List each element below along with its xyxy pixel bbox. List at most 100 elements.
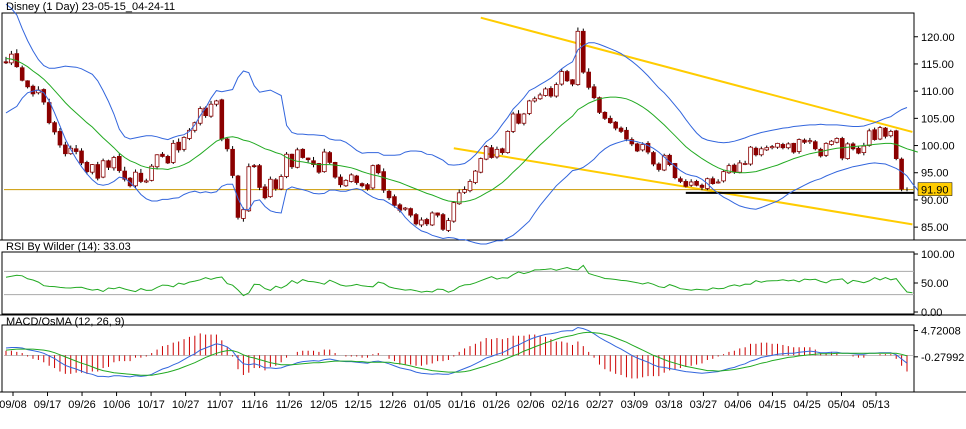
rsi-axis-label: 100.00 — [921, 249, 955, 261]
candle-down — [224, 138, 230, 150]
candle-down — [273, 179, 279, 189]
candle-up — [521, 113, 527, 124]
price-axis-label: 95.00 — [921, 168, 949, 180]
candle-down — [19, 67, 25, 81]
candle-down — [883, 127, 888, 137]
candle-down — [580, 30, 586, 73]
candle-down — [613, 121, 618, 129]
bollinger-middle-line — [5, 58, 918, 203]
candle-up — [537, 94, 543, 100]
candle-down — [160, 153, 165, 157]
candle-up — [467, 181, 473, 192]
date-axis-label: 12/05 — [310, 399, 338, 411]
date-axis-label: 11/16 — [241, 399, 268, 411]
candle-up — [575, 30, 581, 86]
date-axis-label: 02/16 — [552, 399, 580, 411]
trendline-lower — [453, 147, 913, 226]
candle-up — [446, 220, 451, 231]
candle-down — [106, 160, 111, 168]
candle-down — [392, 196, 397, 206]
candle-down — [375, 164, 381, 174]
candle-up — [268, 178, 273, 198]
candle-up — [451, 202, 457, 222]
candle-down — [516, 113, 521, 124]
candle-down — [251, 165, 257, 168]
candle-up — [494, 148, 500, 158]
candle-down — [856, 147, 861, 154]
candle-down — [46, 102, 52, 124]
candle-down — [3, 61, 9, 64]
candle-up — [143, 180, 149, 183]
candle-up — [419, 219, 424, 226]
candle-up — [402, 207, 408, 210]
candle-down — [95, 164, 101, 179]
macd-panel-title: MACD/OsMA (12, 26, 9) — [6, 316, 125, 328]
candle-down — [672, 163, 678, 179]
candle-down — [602, 111, 608, 119]
candle-down — [570, 79, 575, 85]
last-price-label-box — [917, 182, 953, 196]
candle-up — [554, 84, 559, 97]
candle-up — [370, 165, 376, 189]
candle-down — [57, 130, 63, 146]
candle-up — [527, 100, 532, 114]
price-axis-label: 110.00 — [921, 86, 954, 98]
price-axis-label: 115.00 — [921, 59, 954, 71]
candle-down — [52, 122, 57, 133]
price-axis-label: 105.00 — [921, 113, 955, 125]
candle-up — [456, 192, 462, 205]
candle-down — [338, 176, 343, 186]
date-axis-label: 11/26 — [276, 399, 303, 411]
candle-down — [624, 129, 629, 140]
candle-up — [343, 179, 349, 187]
candle-up — [640, 144, 645, 151]
candle-up — [100, 160, 106, 178]
candle-down — [25, 80, 30, 88]
candle-down — [645, 142, 651, 153]
candle-down — [359, 183, 365, 187]
candle-down — [413, 214, 419, 225]
date-axis-label: 10/17 — [137, 399, 165, 411]
candle-down — [629, 139, 635, 145]
candle-up — [478, 158, 484, 173]
candle-down — [899, 158, 904, 190]
candle-down — [634, 143, 640, 152]
candle-down — [694, 181, 699, 186]
rsi-axis-label: 50.00 — [921, 278, 949, 290]
candle-up — [214, 100, 219, 105]
candle-up — [90, 164, 95, 173]
candle-down — [780, 144, 786, 149]
candle-up — [133, 171, 138, 187]
candle-down — [305, 157, 311, 161]
candle-down — [354, 175, 359, 183]
candle-up — [807, 140, 813, 143]
candle-down — [79, 150, 84, 164]
candle-up — [823, 142, 829, 156]
macd-axis-label: 4.72008 — [921, 326, 961, 338]
candle-up — [68, 147, 74, 155]
candle-down — [753, 147, 759, 156]
candle-down — [699, 184, 705, 188]
candle-up — [532, 98, 538, 102]
candle-up — [834, 138, 840, 143]
signal-line — [5, 331, 908, 376]
price-axis-label: 85.00 — [921, 222, 949, 234]
date-axis-label: 03/27 — [690, 399, 718, 411]
candle-down — [812, 141, 818, 150]
candle-down — [73, 148, 79, 152]
date-axis-label: 10/27 — [172, 399, 200, 411]
candle-down — [683, 181, 689, 187]
date-axis-label: 03/18 — [655, 399, 683, 411]
candle-down — [548, 88, 554, 97]
date-axis-label: 11/07 — [207, 399, 234, 411]
candle-up — [866, 130, 872, 146]
candle-down — [41, 89, 47, 103]
candle-up — [170, 142, 176, 163]
bollinger-lower-line — [5, 89, 924, 245]
candle-down — [311, 160, 316, 165]
candle-down — [500, 148, 505, 154]
price-axis-label: 120.00 — [921, 32, 955, 44]
candle-up — [688, 181, 694, 186]
